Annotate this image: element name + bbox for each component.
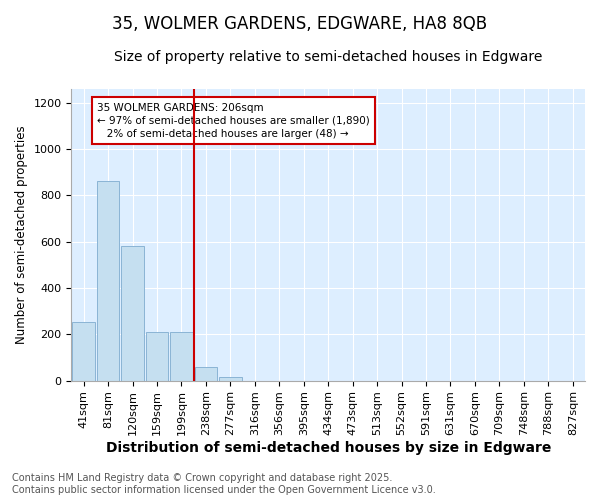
Text: 35 WOLMER GARDENS: 206sqm
← 97% of semi-detached houses are smaller (1,890)
   2: 35 WOLMER GARDENS: 206sqm ← 97% of semi-…: [97, 102, 370, 139]
Y-axis label: Number of semi-detached properties: Number of semi-detached properties: [15, 126, 28, 344]
Bar: [219, 377, 242, 380]
Bar: [146, 332, 168, 380]
Bar: [121, 246, 144, 380]
Bar: [73, 322, 95, 380]
Bar: [97, 182, 119, 380]
Bar: [170, 332, 193, 380]
Text: Contains HM Land Registry data © Crown copyright and database right 2025.
Contai: Contains HM Land Registry data © Crown c…: [12, 474, 436, 495]
Title: Size of property relative to semi-detached houses in Edgware: Size of property relative to semi-detach…: [114, 50, 542, 64]
Bar: [194, 366, 217, 380]
X-axis label: Distribution of semi-detached houses by size in Edgware: Distribution of semi-detached houses by …: [106, 441, 551, 455]
Text: 35, WOLMER GARDENS, EDGWARE, HA8 8QB: 35, WOLMER GARDENS, EDGWARE, HA8 8QB: [112, 15, 488, 33]
